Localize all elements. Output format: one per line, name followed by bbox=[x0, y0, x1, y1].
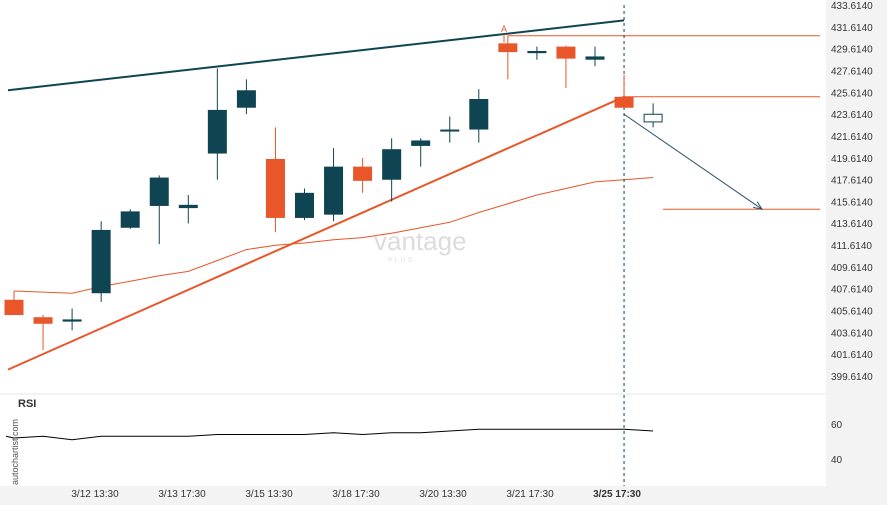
time-tick-label: 3/12 13:30 bbox=[71, 489, 119, 500]
candle bbox=[527, 46, 547, 60]
candle-body bbox=[149, 177, 169, 206]
time-tick-label: 3/20 13:30 bbox=[419, 489, 467, 500]
price-tick-label: 407.6140 bbox=[831, 285, 873, 296]
candle-body bbox=[353, 166, 373, 181]
candle bbox=[556, 45, 576, 89]
candle-body bbox=[498, 43, 518, 53]
lower-trendline bbox=[7, 95, 625, 371]
source-side-text: autochartist.com bbox=[10, 419, 20, 485]
rsi-label: RSI bbox=[18, 398, 36, 410]
rsi-layer bbox=[5, 428, 654, 441]
trendline-layer bbox=[7, 19, 625, 371]
candle bbox=[498, 35, 518, 80]
rsi-tick-label: 60 bbox=[831, 420, 843, 431]
candle bbox=[236, 79, 256, 115]
price-tick-label: 433.6140 bbox=[831, 1, 873, 12]
price-tick-label: 431.6140 bbox=[831, 23, 873, 34]
candle bbox=[265, 127, 285, 233]
candle bbox=[324, 148, 344, 222]
time-tick-label: 3/15 13:30 bbox=[245, 489, 293, 500]
candle-body bbox=[527, 50, 547, 54]
watermark-sub: PLUS bbox=[388, 257, 414, 264]
time-axis-background bbox=[0, 486, 887, 505]
price-axis-background bbox=[826, 0, 887, 505]
candle-body bbox=[178, 204, 198, 209]
candle bbox=[469, 89, 489, 143]
price-tick-label: 409.6140 bbox=[831, 263, 873, 274]
price-tick-label: 425.6140 bbox=[831, 88, 873, 99]
candle-body bbox=[91, 229, 111, 294]
candle bbox=[440, 116, 460, 143]
price-tick-label: 427.6140 bbox=[831, 66, 873, 77]
candle-body bbox=[440, 129, 460, 132]
candle-body bbox=[614, 96, 634, 108]
forecast-arrow-head bbox=[753, 201, 764, 210]
candle bbox=[91, 221, 111, 302]
watermark-main: vantage bbox=[374, 226, 467, 256]
price-axis-labels: 433.6140 431.6140 429.6140 427.6140 425.6140… bbox=[831, 1, 873, 466]
candle bbox=[295, 188, 314, 221]
time-axis-labels: 3/12 13:30 3/13 17:30 3/15 13:30 3/18 17:30… bbox=[71, 489, 641, 500]
price-tick-label: 415.6140 bbox=[831, 197, 873, 208]
candle-body bbox=[236, 90, 256, 108]
candle-body bbox=[585, 56, 605, 60]
price-tick-label: 419.6140 bbox=[831, 154, 873, 165]
candle-body bbox=[295, 192, 314, 218]
candle-body bbox=[207, 109, 227, 154]
candle bbox=[614, 74, 634, 108]
upper-trendline bbox=[7, 19, 625, 92]
candle bbox=[33, 315, 53, 350]
watermark: vantage PLUS bbox=[374, 226, 467, 264]
candle-body bbox=[556, 46, 576, 59]
time-tick-label: 3/21 17:30 bbox=[506, 489, 554, 500]
price-tick-label: 421.6140 bbox=[831, 132, 873, 143]
candle bbox=[149, 175, 169, 245]
candle bbox=[353, 157, 373, 193]
candle-body bbox=[4, 299, 24, 316]
candle bbox=[585, 46, 605, 67]
candle bbox=[62, 308, 82, 331]
candle bbox=[178, 195, 198, 224]
candle-body bbox=[33, 317, 53, 324]
price-tick-label: 403.6140 bbox=[831, 328, 873, 339]
forecast-arrow-line bbox=[623, 113, 763, 210]
candle-body bbox=[643, 113, 663, 123]
candle-body bbox=[62, 319, 82, 322]
moving-average-line bbox=[13, 177, 654, 294]
candle-body bbox=[265, 159, 285, 218]
candle bbox=[120, 209, 140, 229]
candle bbox=[411, 138, 431, 167]
candle-body bbox=[382, 149, 402, 180]
candle-body bbox=[120, 211, 140, 228]
price-tick-label: 399.6140 bbox=[831, 372, 873, 383]
candle bbox=[382, 138, 402, 202]
pattern-annotation: A bbox=[501, 24, 507, 34]
candle bbox=[4, 291, 24, 316]
price-tick-label: 417.6140 bbox=[831, 176, 873, 187]
candles-layer bbox=[4, 35, 663, 350]
price-tick-label: 413.6140 bbox=[831, 219, 873, 230]
time-tick-label: 3/13 17:30 bbox=[158, 489, 206, 500]
candle-body bbox=[411, 140, 431, 146]
price-tick-label: 423.6140 bbox=[831, 110, 873, 121]
rsi-tick-label: 40 bbox=[831, 455, 843, 466]
rsi-line bbox=[5, 428, 654, 441]
price-tick-label: 401.6140 bbox=[831, 350, 873, 361]
candle bbox=[643, 103, 663, 128]
time-tick-label: 3/18 17:30 bbox=[332, 489, 380, 500]
candle bbox=[207, 68, 227, 180]
time-tick-label: 3/25 17:30 bbox=[593, 489, 641, 500]
price-tick-label: 405.6140 bbox=[831, 307, 873, 318]
candle-body bbox=[469, 98, 489, 130]
moving-average-layer bbox=[13, 177, 654, 294]
forecast-arrow-layer bbox=[623, 113, 764, 210]
candle-body bbox=[324, 166, 344, 215]
price-tick-label: 429.6140 bbox=[831, 45, 873, 56]
price-tick-label: 411.6140 bbox=[831, 241, 872, 252]
